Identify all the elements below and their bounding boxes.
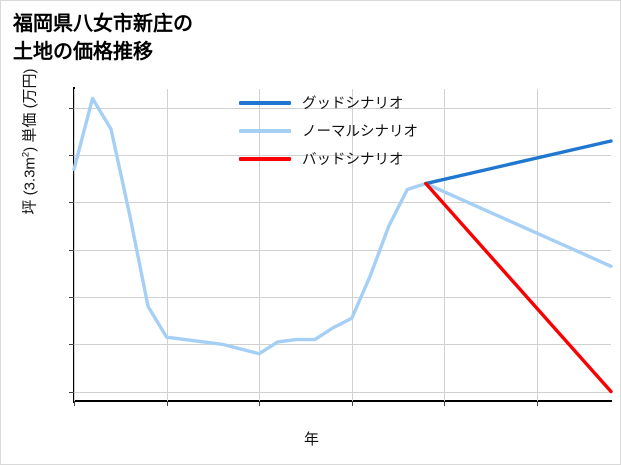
y-tick-mark <box>69 107 74 109</box>
gridline-vertical <box>259 89 261 401</box>
y-tick-mark <box>69 155 74 157</box>
legend-color-swatch <box>239 128 291 133</box>
series-line-good <box>424 139 613 186</box>
gridline-horizontal <box>74 202 611 204</box>
legend-item[interactable]: ノーマルシナリオ <box>239 121 418 140</box>
y-tick-mark <box>69 297 74 298</box>
legend-color-swatch <box>239 100 291 105</box>
series-layer <box>72 96 613 394</box>
plot-area: 4.85.05.25.45.65.86.0 200520102015202020… <box>69 89 613 406</box>
gridline-horizontal <box>74 344 611 346</box>
gridline-horizontal <box>74 249 611 251</box>
y-axis-label-tail: ) 単価 (万円) <box>21 68 39 152</box>
x-axis-label: 年 <box>303 431 319 448</box>
y-axis-label-superscript: 2 <box>20 151 32 158</box>
gridline-vertical <box>536 89 538 401</box>
x-tick-mark <box>259 401 261 406</box>
gridline-vertical <box>444 89 446 401</box>
y-tick-mark <box>69 344 74 346</box>
legend-color-swatch <box>239 156 291 161</box>
gridline-vertical <box>166 89 168 401</box>
gridline-horizontal <box>74 391 611 393</box>
legend-label: グッドシナリオ <box>302 96 404 112</box>
legend-item[interactable]: グッドシナリオ <box>239 93 418 112</box>
x-tick-mark <box>351 401 353 406</box>
x-tick-mark <box>536 401 538 406</box>
gridline-horizontal <box>74 155 611 157</box>
x-tick-mark <box>74 401 75 406</box>
gridline-vertical <box>74 89 75 401</box>
legend-label: ノーマルシナリオ <box>302 124 418 140</box>
page-title: 福岡県八女市新庄の 土地の価格推移 <box>13 13 193 64</box>
chart-legend: グッドシナリオ ノーマルシナリオ バッドシナリオ <box>239 93 418 168</box>
x-tick-mark <box>166 401 168 406</box>
legend-label: バッドシナリオ <box>302 152 404 168</box>
y-tick-mark <box>69 391 74 393</box>
gridline-vertical <box>351 89 353 401</box>
y-tick-mark <box>69 202 74 204</box>
x-axis-line <box>73 400 612 402</box>
series-line-normal <box>72 96 613 356</box>
y-axis-label-main: 坪 (3.3m <box>21 157 39 215</box>
y-tick-mark <box>69 249 74 251</box>
gridline-horizontal <box>74 107 611 109</box>
x-tick-mark <box>444 401 446 406</box>
gridline-horizontal <box>74 297 611 298</box>
series-line-bad <box>424 181 613 394</box>
y-axis-label: 坪 (3.3m2) 単価 (万円) <box>19 1 40 422</box>
legend-item[interactable]: バッドシナリオ <box>239 149 418 168</box>
